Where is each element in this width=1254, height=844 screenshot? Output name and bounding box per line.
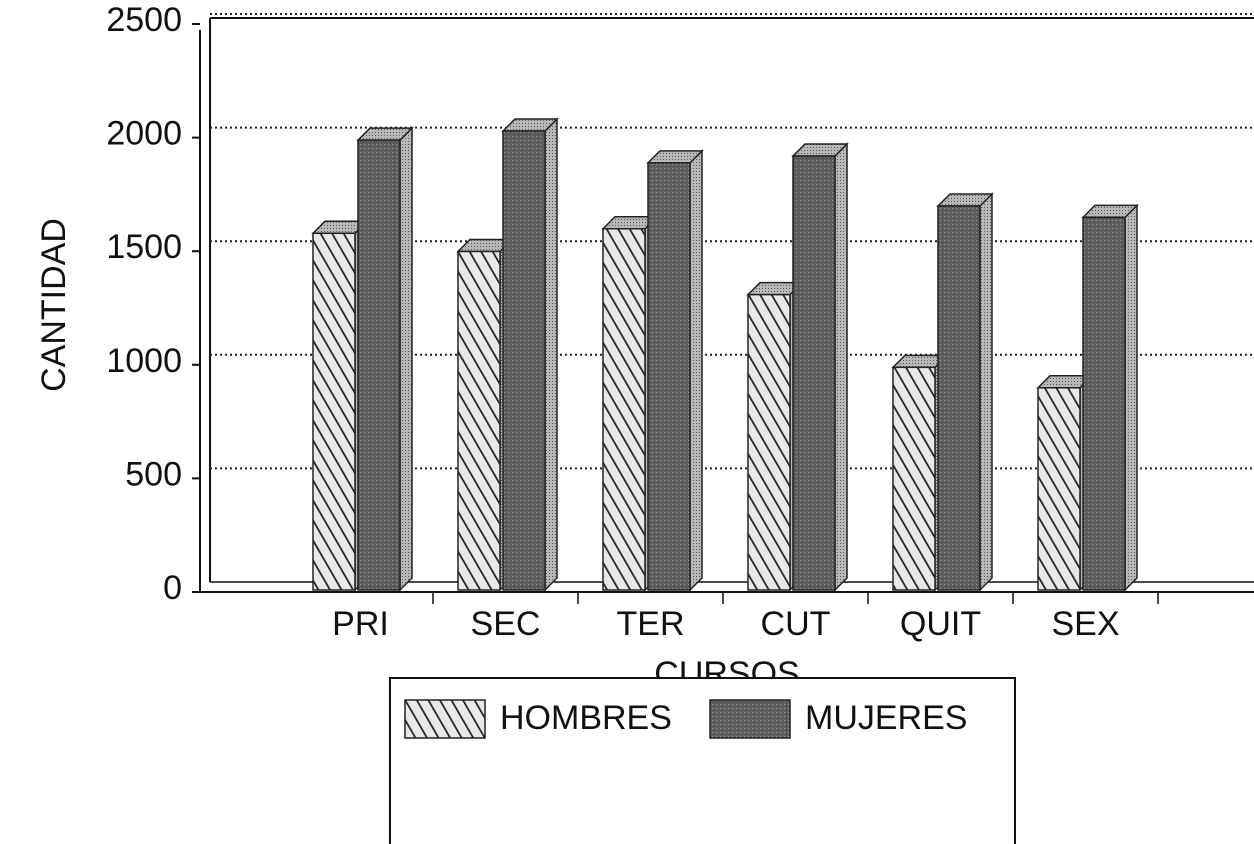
y-tick-label: 2500: [106, 1, 182, 39]
bar-side: [689, 149, 703, 592]
bar: [502, 130, 546, 591]
legend-swatch: [709, 699, 791, 739]
bar: [937, 205, 981, 591]
legend: [389, 677, 1016, 844]
y-tick-label: 2000: [106, 115, 182, 153]
bar: [747, 293, 791, 591]
bar: [457, 250, 501, 591]
legend-label: MUJERES: [805, 699, 967, 737]
y-tick-label: 0: [163, 569, 182, 607]
bar-side: [834, 142, 848, 592]
bar-side: [1124, 203, 1138, 592]
y-tick-label: 500: [125, 455, 182, 493]
bar: [1082, 216, 1126, 591]
bar: [602, 228, 646, 591]
bar-side: [544, 117, 558, 592]
bar-side: [979, 192, 993, 592]
bar: [1037, 387, 1081, 591]
x-tick-label: PRI: [332, 605, 389, 643]
x-tick-label: SEC: [471, 605, 541, 643]
legend-label: HOMBRES: [500, 699, 672, 737]
bar: [357, 139, 401, 591]
x-tick-label: SEX: [1051, 605, 1119, 643]
y-tick-label: 1000: [106, 342, 182, 380]
x-tick-label: CUT: [761, 605, 831, 643]
bar: [792, 155, 836, 591]
legend-swatch: [404, 699, 486, 739]
y-tick-label: 1500: [106, 228, 182, 266]
bar: [647, 162, 691, 591]
x-tick-label: QUIT: [900, 605, 981, 643]
bar: [312, 232, 356, 591]
x-tick-label: TER: [617, 605, 685, 643]
bar-side: [399, 126, 413, 592]
y-axis-label: CANTIDAD: [35, 218, 73, 392]
bar: [892, 366, 936, 591]
